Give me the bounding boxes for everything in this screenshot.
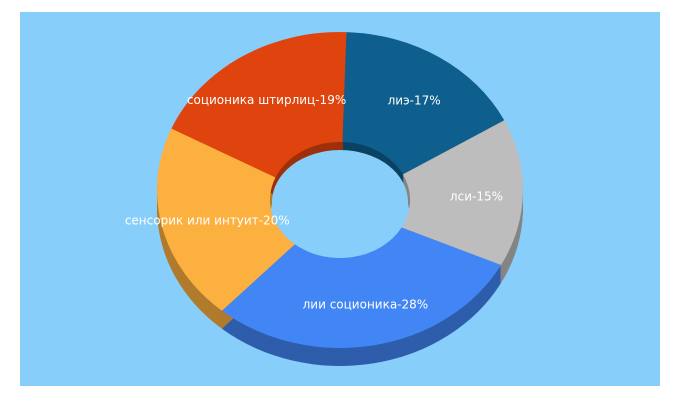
data-label: соционика штирлиц-19% <box>187 93 346 107</box>
data-label: сенсорик или интуит-20% <box>125 214 290 228</box>
data-label: лси-15% <box>450 190 503 204</box>
slice <box>221 227 502 348</box>
data-label: лии соционика-28% <box>303 298 429 312</box>
slice <box>342 32 505 175</box>
slice <box>171 31 347 178</box>
slice <box>156 128 295 311</box>
data-label: лиэ-17% <box>388 93 441 107</box>
slice <box>401 120 523 266</box>
hole <box>272 150 408 254</box>
